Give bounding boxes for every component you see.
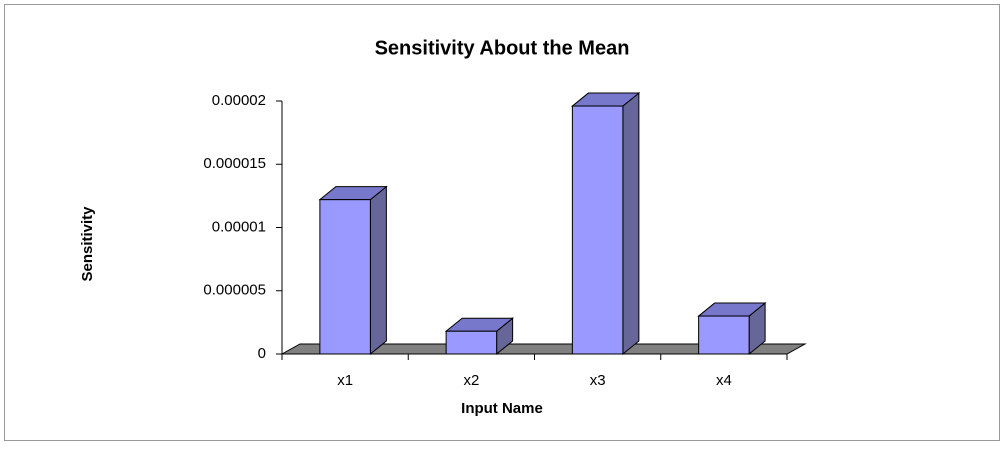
y-tick-label: 0.000015 bbox=[203, 155, 266, 172]
x-axis-title: Input Name bbox=[461, 400, 543, 417]
y-tick-label: 0.00001 bbox=[212, 218, 266, 235]
bar bbox=[319, 199, 371, 355]
bar-side bbox=[622, 92, 640, 356]
bar-side bbox=[369, 185, 387, 356]
y-tick-label: 0.000005 bbox=[203, 282, 266, 299]
x-tick-label: x4 bbox=[716, 372, 732, 389]
y-tick-label: 0 bbox=[258, 345, 266, 362]
bar bbox=[698, 315, 750, 355]
y-tick-label: 0.00002 bbox=[212, 92, 266, 109]
x-tick-label: x2 bbox=[463, 372, 479, 389]
bar bbox=[571, 105, 624, 355]
chart-title: Sensitivity About the Mean bbox=[375, 37, 630, 59]
chart-border bbox=[4, 4, 1000, 441]
y-axis-title: Sensitivity bbox=[79, 206, 96, 282]
x-tick-label: x1 bbox=[337, 372, 353, 389]
x-tick-label: x3 bbox=[590, 372, 606, 389]
bar bbox=[445, 330, 498, 355]
